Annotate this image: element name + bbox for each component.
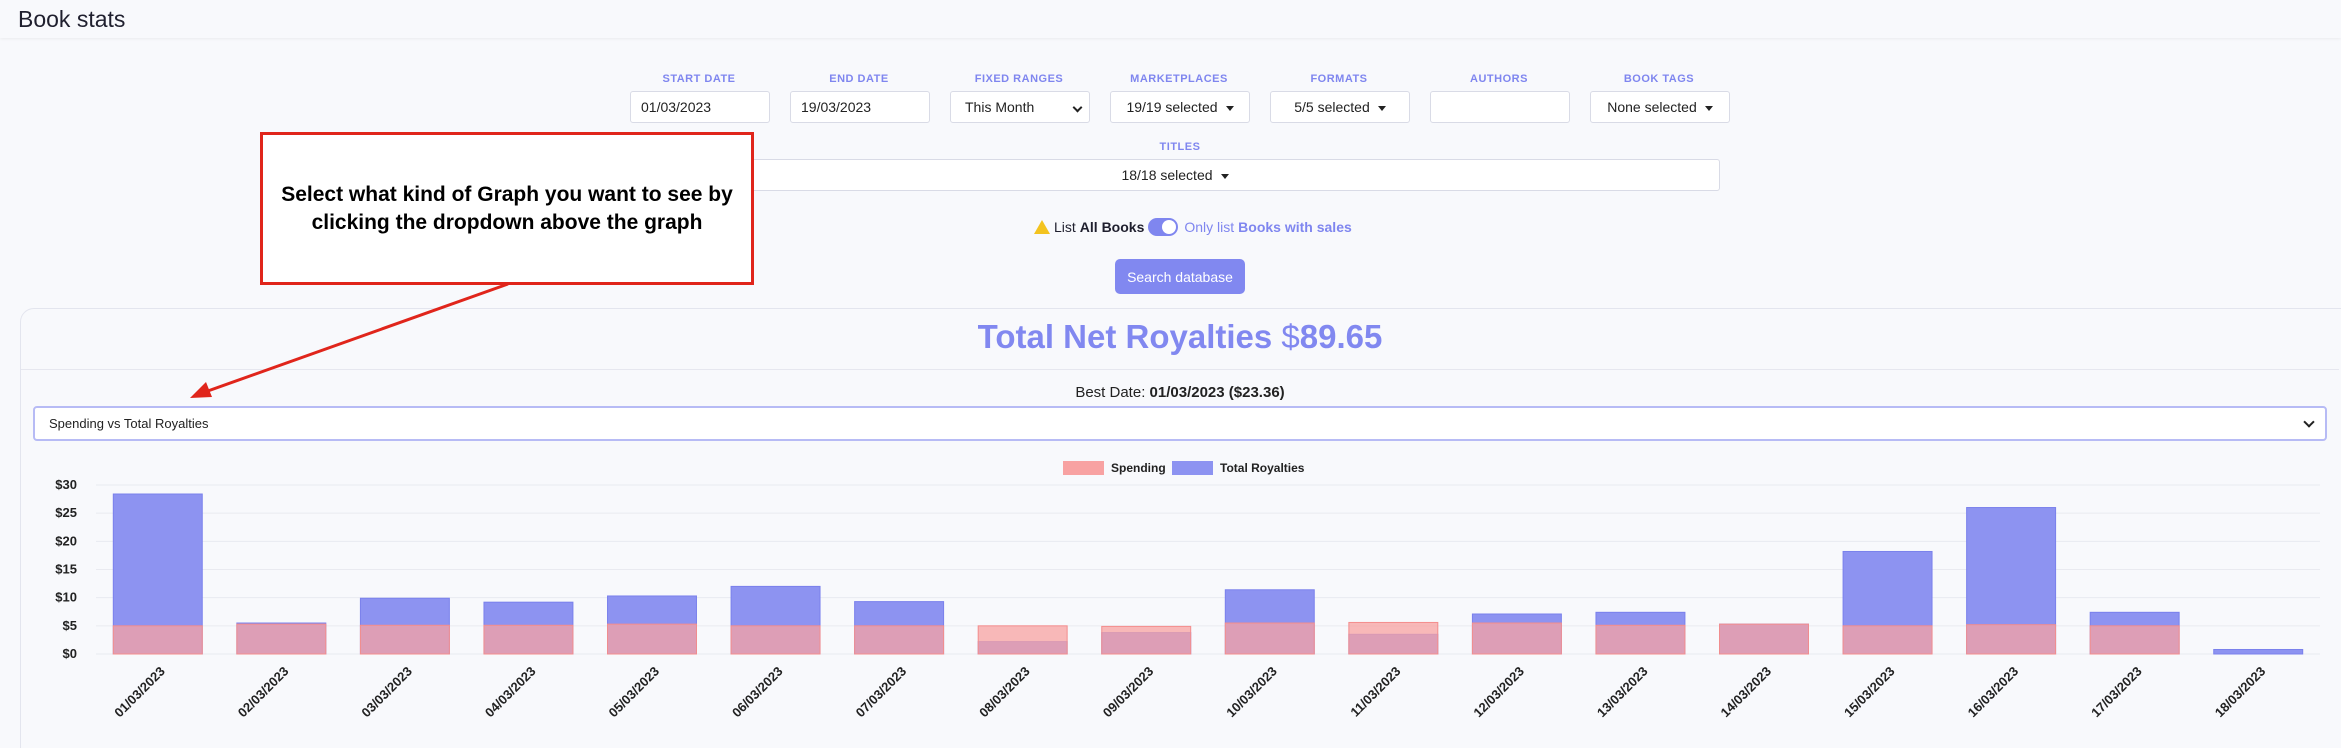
list-books-toggle-row: List All Books Only list Books with sale… [1034, 216, 1352, 238]
best-date-value: 01/03/2023 ($23.36) [1149, 384, 1285, 401]
divider [21, 369, 2339, 370]
bar-spending [977, 625, 1068, 655]
y-tick-label: $10 [55, 590, 77, 605]
page-title: Book stats [18, 6, 126, 32]
caret-down-icon [1225, 105, 1234, 111]
total-currency: $ [1281, 318, 1300, 355]
bar-spending [1224, 622, 1315, 655]
authors-label: AUTHORS [1470, 73, 1528, 85]
book-tags-label: BOOK TAGS [1623, 73, 1695, 85]
annotation-callout: Select what kind of Graph you want to se… [260, 132, 754, 285]
x-tick-label: 18/03/2023 [2212, 664, 2269, 721]
x-tick-label: 15/03/2023 [1841, 664, 1898, 721]
y-tick-label: $15 [55, 562, 77, 577]
bar-spending [1595, 624, 1686, 655]
x-tick-label: 11/03/2023 [1347, 664, 1403, 720]
top-bar: Book stats [0, 0, 2341, 38]
formats-value: 5/5 selected [1294, 99, 1370, 115]
x-tick-label: 13/03/2023 [1594, 664, 1651, 721]
formats-label: FORMATS [1310, 73, 1368, 85]
fixed-ranges-value: This Month [965, 99, 1035, 115]
start-date-label: START DATE [662, 73, 736, 85]
list-all-books-prefix: List [1054, 219, 1076, 235]
warning-icon [1034, 220, 1050, 234]
bar-spending [236, 623, 327, 655]
best-date: Best Date: 01/03/2023 ($23.36) [0, 384, 2341, 401]
titles-dropdown[interactable]: 18/18 selected [630, 159, 1720, 191]
titles-value: 18/18 selected [1121, 167, 1213, 183]
only-list-prefix: Only list [1184, 219, 1235, 235]
y-tick-label: $5 [63, 618, 77, 633]
book-tags-value: None selected [1607, 99, 1697, 115]
x-tick-label: 12/03/2023 [1470, 664, 1527, 721]
marketplaces-dropdown[interactable]: 19/19 selected [1110, 91, 1250, 123]
bar-spending [1719, 623, 1809, 655]
books-with-sales-toggle[interactable] [1148, 218, 1179, 236]
annotation-text: Select what kind of Graph you want to se… [281, 182, 733, 234]
authors-input[interactable] [1430, 91, 1570, 123]
bar-spending [1471, 622, 1562, 655]
y-tick-label: $30 [55, 477, 77, 492]
bar-spending [1101, 625, 1192, 655]
legend-label-royalties: Total Royalties [1220, 461, 1305, 475]
chevron-down-icon [2303, 416, 2315, 428]
search-database-button[interactable]: Search database [1115, 259, 1245, 294]
caret-down-icon [1704, 105, 1713, 111]
book-tags-dropdown[interactable]: None selected [1590, 91, 1730, 123]
toggle-knob [1162, 220, 1177, 234]
bar-spending [112, 625, 203, 655]
end-date-input[interactable] [790, 91, 930, 123]
best-date-label: Best Date: [1075, 384, 1146, 401]
graph-type-select[interactable]: Spending vs Total Royalties [33, 406, 2327, 441]
x-tick-label: 14/03/2023 [1717, 664, 1774, 721]
bar-spending [359, 624, 450, 655]
fixed-ranges-select[interactable]: This Month [950, 91, 1090, 123]
chevron-down-icon [1072, 102, 1083, 113]
x-tick-label: 07/03/2023 [853, 664, 910, 721]
fixed-ranges-label: FIXED RANGES [974, 73, 1064, 85]
only-list-label: Books with sales [1238, 219, 1352, 235]
legend-swatch-spending [1063, 461, 1104, 475]
y-tick-label: $25 [55, 505, 77, 520]
x-tick-label: 04/03/2023 [482, 664, 539, 721]
x-tick-label: 09/03/2023 [1100, 664, 1157, 721]
bar-total-royalties [2213, 648, 2304, 655]
bar-spending [854, 625, 945, 655]
marketplaces-value: 19/19 selected [1126, 99, 1218, 115]
spending-vs-royalties-chart: $0 $5 $10 $15 $20 $25 $30 Spending Total Royalti… [55, 461, 2320, 721]
total-label: Total Net Royalties [977, 318, 1273, 355]
x-tick-label: 02/03/2023 [235, 664, 292, 721]
bar-spending [2089, 625, 2180, 655]
marketplaces-label: MARKETPLACES [1130, 73, 1228, 85]
bar-spending [607, 623, 697, 655]
bar-spending [1842, 625, 1933, 655]
bar-spending [483, 624, 574, 655]
x-tick-label: 10/03/2023 [1223, 664, 1280, 721]
y-tick-label: $0 [63, 646, 77, 661]
bar-spending [730, 625, 821, 655]
bar-spending [1348, 621, 1439, 655]
caret-down-icon [1377, 105, 1386, 111]
formats-dropdown[interactable]: 5/5 selected [1270, 91, 1410, 123]
legend-swatch-royalties [1172, 461, 1213, 475]
x-tick-label: 08/03/2023 [976, 664, 1033, 721]
caret-down-icon [1220, 173, 1229, 179]
end-date-label: END DATE [829, 73, 889, 85]
y-tick-label: $20 [55, 533, 77, 548]
start-date-input[interactable] [630, 91, 770, 123]
titles-label: TITLES [1159, 141, 1201, 153]
x-tick-label: 03/03/2023 [358, 664, 415, 721]
graph-type-value: Spending vs Total Royalties [49, 416, 209, 431]
total-net-royalties: Total Net Royalties $89.65 [0, 318, 2341, 356]
list-all-books-label: All Books [1079, 219, 1145, 235]
x-tick-label: 01/03/2023 [111, 664, 168, 721]
x-tick-label: 17/03/2023 [2088, 664, 2145, 721]
bar-spending [1966, 624, 2057, 655]
x-tick-label: 06/03/2023 [729, 664, 786, 721]
x-tick-label: 16/03/2023 [1965, 664, 2022, 721]
x-tick-label: 05/03/2023 [605, 664, 662, 721]
legend-label-spending: Spending [1111, 461, 1166, 475]
total-amount: 89.65 [1299, 318, 1383, 355]
